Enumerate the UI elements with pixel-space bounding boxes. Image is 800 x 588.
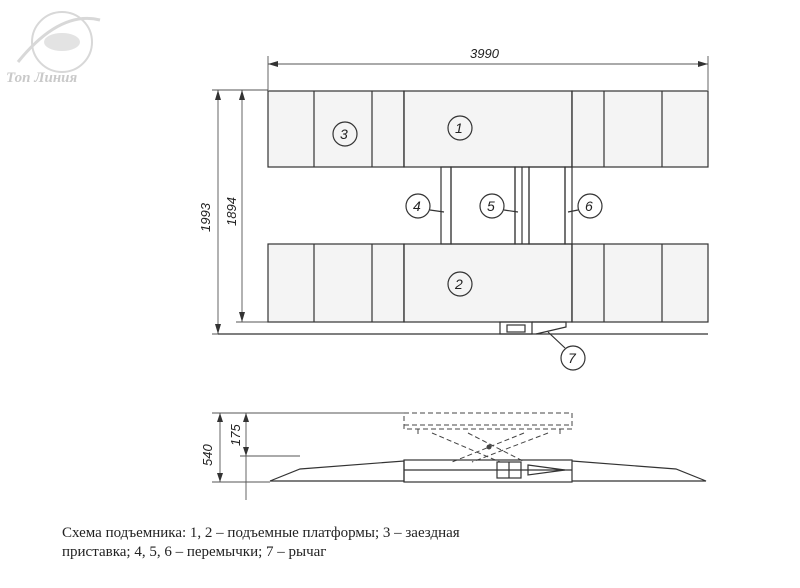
caption-line-2: приставка; 4, 5, 6 – перемычки; 7 – рыча… [62,544,327,560]
dimension-overall-length: 3990 [470,46,500,61]
callout-5: 5 [479,193,519,219]
logo-text: Топ Линия [6,70,78,86]
callout-3: 3 [332,121,358,147]
svg-text:5: 5 [487,198,495,214]
callout-7: 7 [547,331,586,371]
side-view: 540 175 [200,412,707,500]
dimension-platform-width: 1894 [224,197,239,226]
dimension-overall-width: 1993 [198,202,213,232]
svg-text:2: 2 [454,276,463,292]
logo-globe-icon [31,11,93,73]
svg-text:6: 6 [585,198,593,214]
callout-2: 2 [447,271,473,297]
svg-text:3: 3 [340,126,348,142]
figure-caption: Схема подъемника: 1, 2 – подъемные платф… [62,524,762,562]
svg-text:4: 4 [413,198,421,214]
dimension-lift-height: 175 [228,424,243,446]
logo-globe-continents [44,33,80,51]
logo-swoosh [16,16,101,63]
dimension-total-height: 540 [200,444,215,466]
top-view: 3990 1993 1894 [198,46,709,371]
callout-6: 6 [567,193,603,219]
callout-1: 1 [447,115,473,141]
caption-line-1: Схема подъемника: 1, 2 – подъемные платф… [62,525,460,541]
callout-4: 4 [405,193,445,219]
logo: Топ Линия [6,11,101,86]
svg-text:7: 7 [568,350,577,366]
svg-text:1: 1 [455,120,463,136]
